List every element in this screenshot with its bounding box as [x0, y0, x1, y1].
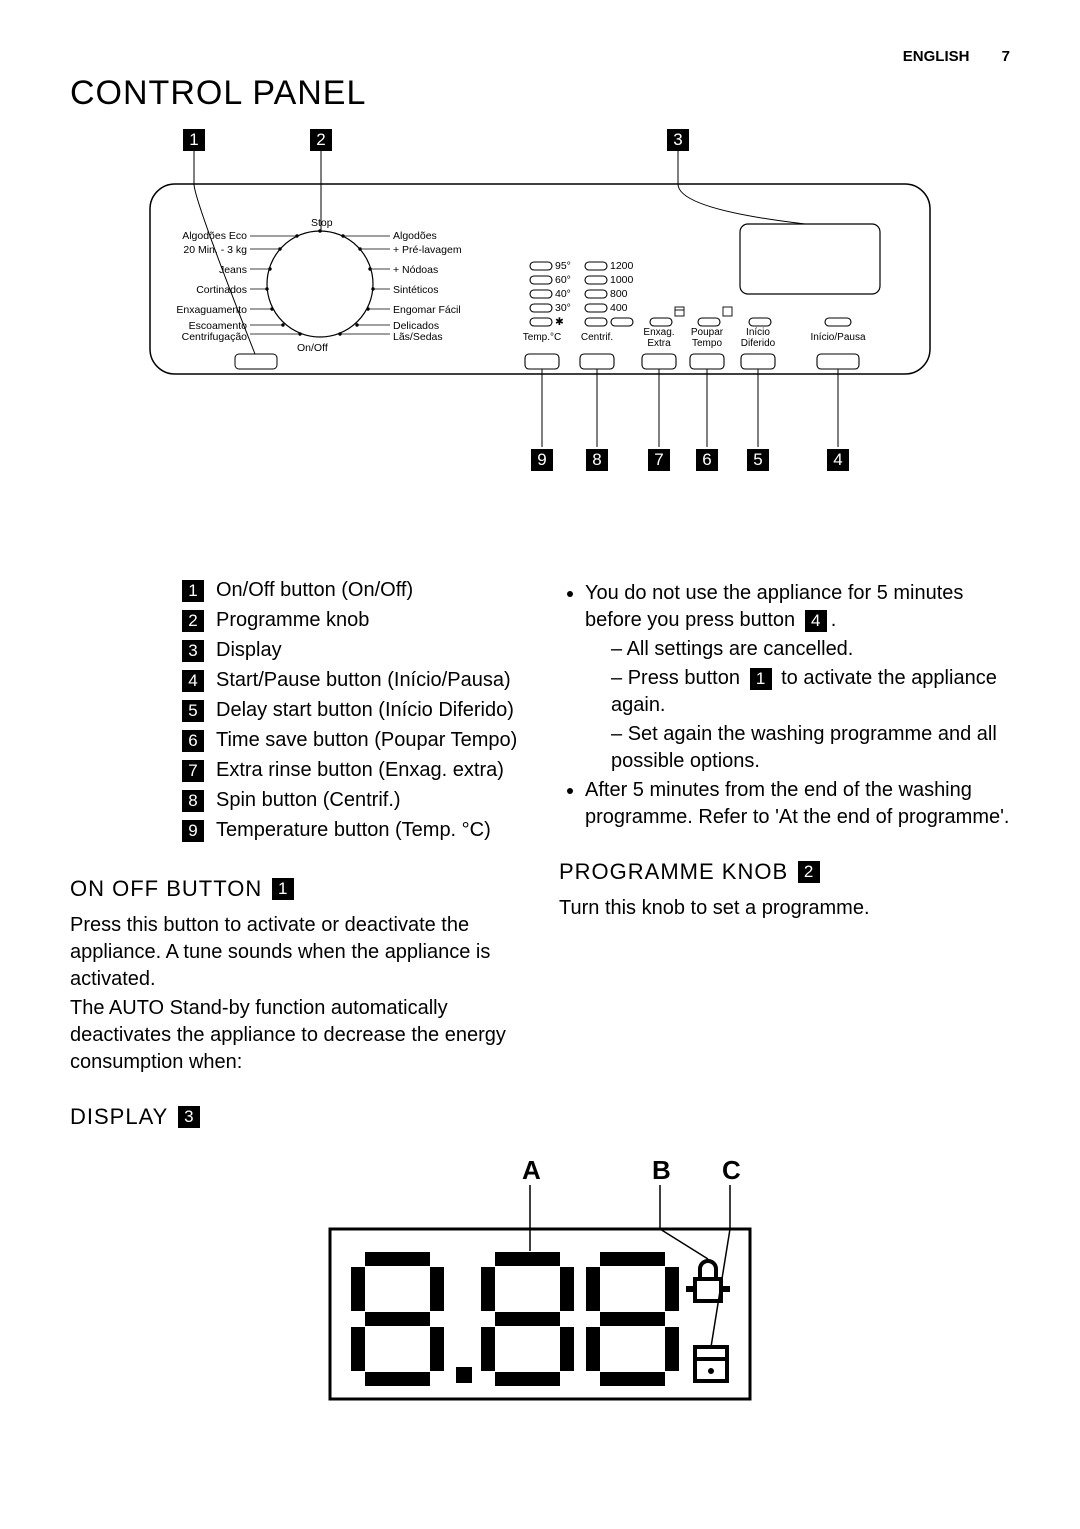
knob-label: Jeans — [155, 264, 247, 276]
callout-5: 5 — [747, 449, 769, 471]
temp-val: 60° — [555, 274, 571, 286]
btn-centrif-label: Centrif. — [575, 332, 619, 343]
display-heading: DISPLAY 3 — [70, 1102, 521, 1132]
legend-chip: 3 — [182, 640, 204, 662]
legend-item: 1 On/Off button (On/Off) — [182, 577, 521, 604]
display-chip: 3 — [178, 1106, 200, 1128]
temp-val: 40° — [555, 288, 571, 300]
onoff-p2: The AUTO Stand-by function automatically… — [70, 995, 521, 1076]
spin-val: 800 — [610, 288, 628, 300]
page-header: ENGLISH 7 — [903, 48, 1010, 65]
legend-chip: 5 — [182, 700, 204, 722]
prog-chip: 2 — [798, 861, 820, 883]
temp-val: ✱ — [555, 316, 564, 328]
right-bullets: You do not use the appliance for 5 minut… — [559, 580, 1010, 831]
disp-B: B — [652, 1155, 671, 1186]
legend-text: Temperature button (Temp. °C) — [216, 817, 491, 844]
b1-sub-c: Set again the washing programme and all … — [611, 721, 1010, 775]
callout-7: 7 — [648, 449, 670, 471]
btn-iniciopausa-label: Início/Pausa — [805, 332, 871, 343]
header-lang: ENGLISH — [903, 48, 970, 65]
callout-4: 4 — [827, 449, 849, 471]
legend-chip: 9 — [182, 820, 204, 842]
onoff-heading: ON OFF BUTTON 1 — [70, 874, 521, 904]
callout-1: 1 — [183, 129, 205, 151]
display-heading-text: DISPLAY — [70, 1102, 168, 1132]
control-panel-diagram: 1 2 3 9 8 7 6 5 4 Algodões Eco 20 Min. -… — [125, 129, 955, 534]
legend-item: 7 Extra rinse button (Enxag. extra) — [182, 757, 521, 784]
legend-text: Extra rinse button (Enxag. extra) — [216, 757, 504, 784]
b1-sub-a: All settings are cancelled. — [611, 636, 1010, 663]
knob-label: Cortinados — [155, 284, 247, 296]
display-diagram: A B C — [310, 1159, 770, 1409]
b1-chip: 4 — [805, 610, 827, 632]
onoff-p1: Press this button to activate or deactiv… — [70, 912, 521, 993]
temp-val: 95° — [555, 260, 571, 272]
legend-chip: 6 — [182, 730, 204, 752]
btn-enxag-label: Enxag. Extra — [637, 327, 681, 349]
callout-3: 3 — [667, 129, 689, 151]
spin-val: 400 — [610, 302, 628, 314]
legend-text: On/Off button (On/Off) — [216, 577, 413, 604]
knob-label: Engomar Fácil — [393, 304, 461, 316]
legend-chip: 8 — [182, 790, 204, 812]
spin-val: 1200 — [610, 260, 633, 272]
btn-poupar-label: Poupar Tempo — [685, 327, 729, 349]
temp-val: 30° — [555, 302, 571, 314]
legend-text: Display — [216, 637, 282, 664]
legend-item: 5 Delay start button (Início Diferido) — [182, 697, 521, 724]
legend-chip: 1 — [182, 580, 204, 602]
b1b-chip: 1 — [750, 668, 772, 690]
legend-text: Programme knob — [216, 607, 369, 634]
b1-pre: You do not use the appliance for 5 minut… — [585, 582, 963, 631]
legend-item: 9 Temperature button (Temp. °C) — [182, 817, 521, 844]
legend-item: 3 Display — [182, 637, 521, 664]
knob-label: + Pré-lavagem — [393, 244, 462, 256]
legend-text: Delay start button (Início Diferido) — [216, 697, 514, 724]
callout-9: 9 — [531, 449, 553, 471]
legend-item: 6 Time save button (Poupar Tempo) — [182, 727, 521, 754]
bullet-2: After 5 minutes from the end of the wash… — [585, 777, 1010, 831]
legend-text: Time save button (Poupar Tempo) — [216, 727, 517, 754]
knob-label: + Nódoas — [393, 264, 438, 276]
section-title: CONTROL PANEL — [70, 74, 1010, 113]
b1-sub-b: Press button 1 to activate the appliance… — [611, 665, 1010, 719]
knob-label: Algodões Eco — [155, 230, 247, 242]
legend-text: Spin button (Centrif.) — [216, 787, 401, 814]
btn-iniciodif-label: Início Diferido — [736, 327, 780, 349]
knob-onoff: On/Off — [297, 342, 328, 354]
prog-heading: PROGRAMME KNOB 2 — [559, 857, 1010, 887]
b1b-pre: Press button — [628, 667, 740, 689]
header-page-no: 7 — [1002, 48, 1010, 65]
legend-item: 8 Spin button (Centrif.) — [182, 787, 521, 814]
knob-stop: Stop — [311, 217, 333, 229]
legend-text: Start/Pause button (Início/Pausa) — [216, 667, 511, 694]
disp-A: A — [522, 1155, 541, 1186]
callout-2: 2 — [310, 129, 332, 151]
legend-chip: 7 — [182, 760, 204, 782]
legend-chip: 2 — [182, 610, 204, 632]
legend-chip: 4 — [182, 670, 204, 692]
legend-item: 4 Start/Pause button (Início/Pausa) — [182, 667, 521, 694]
onoff-heading-text: ON OFF BUTTON — [70, 874, 262, 904]
knob-label: 20 Min. - 3 kg — [155, 244, 247, 256]
legend-item: 2 Programme knob — [182, 607, 521, 634]
knob-label: Algodões — [393, 230, 437, 242]
spin-val: 1000 — [610, 274, 633, 286]
knob-label: Sintéticos — [393, 284, 439, 296]
b1-post: . — [831, 609, 837, 631]
knob-label: Centrifugação — [155, 331, 247, 343]
callout-8: 8 — [586, 449, 608, 471]
disp-C: C — [722, 1155, 741, 1186]
onoff-chip: 1 — [272, 878, 294, 900]
prog-heading-text: PROGRAMME KNOB — [559, 857, 788, 887]
legend-list: 1On/Off button (On/Off)2Programme knob3D… — [182, 577, 521, 844]
knob-label: Enxaguamento — [155, 304, 247, 316]
prog-text: Turn this knob to set a programme. — [559, 895, 1010, 922]
bullet-1: You do not use the appliance for 5 minut… — [585, 580, 1010, 775]
knob-label: Lãs/Sedas — [393, 331, 443, 343]
btn-temp-label: Temp.°C — [520, 332, 564, 343]
callout-6: 6 — [696, 449, 718, 471]
